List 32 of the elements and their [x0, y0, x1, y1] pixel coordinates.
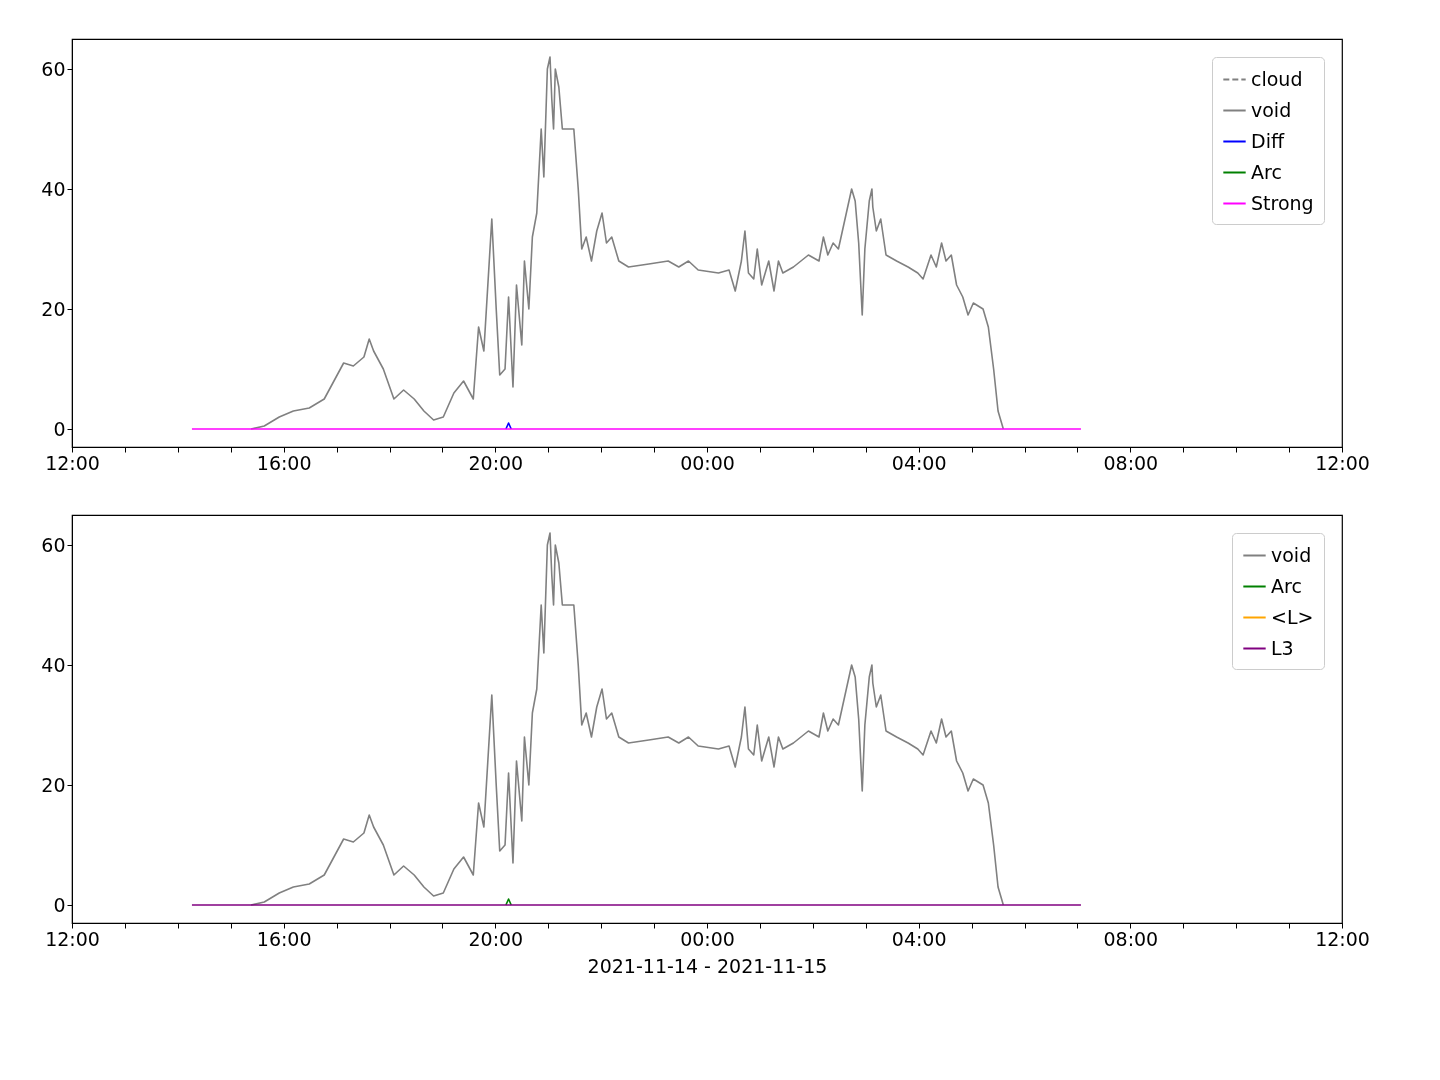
x-tick-label: 12:00	[1315, 927, 1370, 950]
y-tick-label: 40	[41, 653, 66, 676]
legend-label: cloud	[1251, 67, 1303, 90]
x-tick-label: 16:00	[256, 927, 312, 950]
legend-label: L3	[1271, 636, 1294, 659]
x-tick-label: 16:00	[256, 451, 312, 474]
x-tick-label: 04:00	[891, 927, 947, 950]
x-tick-label: 20:00	[468, 927, 524, 950]
legend-label: void	[1271, 543, 1312, 566]
y-tick-label: 20	[41, 297, 66, 320]
legend-label: Arc	[1271, 574, 1302, 597]
x-tick-label: 00:00	[680, 451, 735, 474]
x-tick-label: 00:00	[680, 927, 735, 950]
x-tick-label: 20:00	[468, 451, 524, 474]
legend-label: Strong	[1251, 191, 1314, 214]
y-tick-label: 60	[41, 57, 66, 80]
x-tick-label: 12:00	[45, 451, 100, 474]
x-axis-title: 2021-11-14 - 2021-11-15	[587, 954, 828, 977]
x-tick-label: 12:00	[45, 927, 100, 950]
y-tick-label: 20	[41, 773, 66, 796]
legend-label: void	[1251, 98, 1292, 121]
x-tick-label: 12:00	[1315, 451, 1370, 474]
legend-label: Arc	[1251, 160, 1282, 183]
y-tick-label: 60	[41, 533, 66, 556]
y-tick-label: 0	[53, 893, 66, 916]
x-tick-label: 04:00	[891, 451, 947, 474]
legend-label: <L>	[1271, 605, 1314, 628]
legend-label: Diff	[1251, 129, 1285, 152]
x-tick-label: 08:00	[1103, 927, 1159, 950]
y-tick-label: 40	[41, 177, 66, 200]
y-tick-label: 0	[53, 417, 66, 440]
x-tick-label: 08:00	[1103, 451, 1159, 474]
